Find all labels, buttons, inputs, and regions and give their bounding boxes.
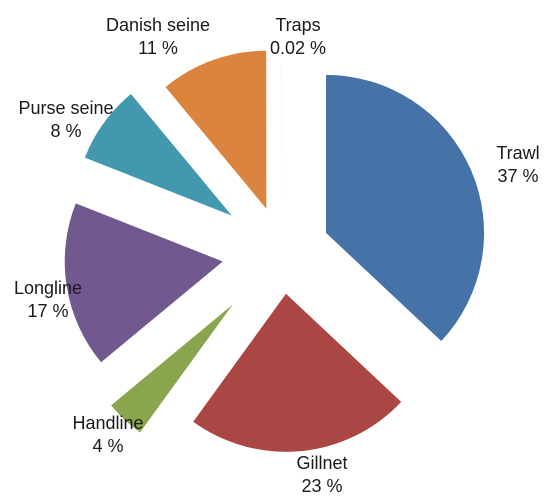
- slice-label-handline: Handline: [72, 413, 143, 433]
- slice-label-gillnet: Gillnet: [296, 453, 347, 473]
- slice-percent-trawl: 37 %: [497, 166, 538, 186]
- pie-slice-longline: [64, 203, 223, 363]
- pie-slice-purse-seine: [84, 93, 232, 216]
- slice-percent-danish-seine: 11 %: [138, 38, 178, 58]
- slice-percent-purse-seine: 8 %: [50, 121, 81, 141]
- slice-label-traps: Traps: [275, 15, 320, 35]
- slice-percent-traps: 0.02 %: [270, 38, 326, 58]
- pie-slice-gillnet: [193, 293, 402, 452]
- slice-percent-longline: 17 %: [27, 301, 68, 321]
- pie-slice-trawl: [326, 74, 485, 342]
- pie-slices: [64, 50, 485, 452]
- slice-label-purse-seine: Purse seine: [18, 98, 113, 118]
- pie-slice-handline: [111, 304, 233, 433]
- slice-percent-gillnet: 23 %: [301, 476, 342, 496]
- slice-percent-handline: 4 %: [92, 436, 123, 456]
- pie-slice-danish-seine: [165, 50, 267, 209]
- pie-labels: Trawl 37 % Gillnet 23 % Handline 4 % Longline 1…: [14, 15, 540, 496]
- slice-label-trawl: Trawl: [496, 143, 539, 163]
- slice-label-longline: Longline: [14, 278, 82, 298]
- slice-label-danish-seine: Danish seine: [106, 15, 210, 35]
